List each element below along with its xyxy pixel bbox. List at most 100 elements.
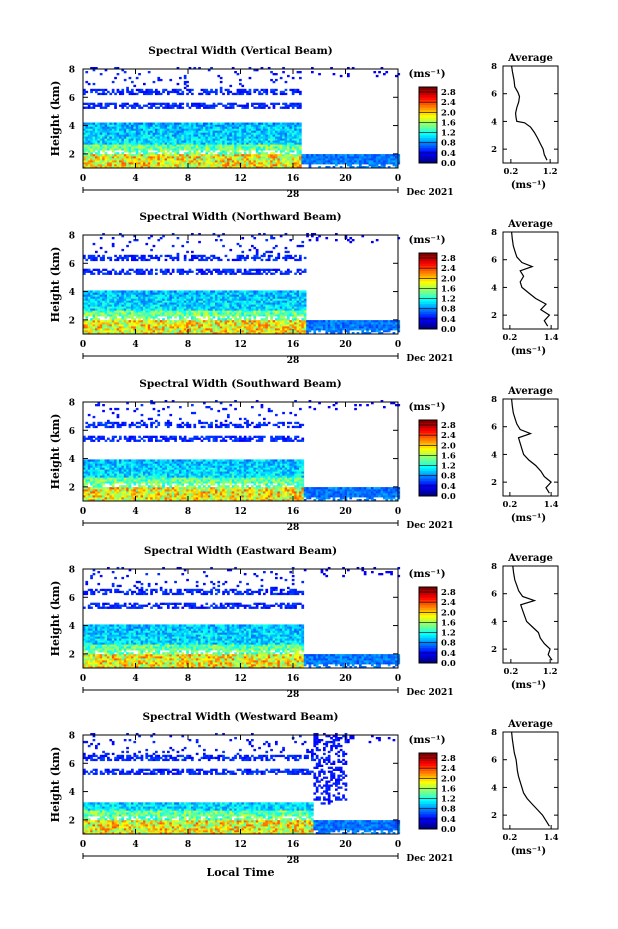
colorbar-tick-label: 2.8 [441, 754, 456, 764]
colorbar-swatch [419, 311, 437, 315]
x-tick-label: 4 [132, 174, 138, 184]
colorbar-swatch [419, 157, 437, 161]
date-label: Dec 2021 [406, 854, 453, 864]
x-tick-label: 8 [185, 840, 191, 850]
colorbar-swatch [419, 589, 437, 593]
colorbar-swatch [419, 803, 437, 807]
colorbar-tick-label: 2.8 [441, 588, 456, 598]
y-tick-label: 2 [69, 650, 75, 660]
colorbar-swatch [419, 619, 437, 623]
colorbar-swatch [419, 640, 437, 644]
average-title: Average [507, 386, 553, 397]
x-tick-label: 8 [185, 674, 191, 684]
y-axis-label: Height (km) [49, 747, 62, 823]
date-label: Dec 2021 [406, 354, 453, 364]
x-tick-label: 20 [339, 507, 352, 517]
colorbar-swatch [419, 657, 437, 661]
colorbar-swatch [419, 265, 437, 269]
colorbar-swatch [419, 625, 437, 628]
colorbar-tick-label: 1.6 [441, 118, 456, 128]
y-tick-label: 8 [69, 399, 75, 409]
colorbar-swatch [419, 765, 437, 769]
average-frame [502, 731, 559, 830]
x-tick-label: 0 [395, 840, 401, 850]
colorbar-swatch [419, 760, 437, 764]
colorbar-swatch [419, 465, 437, 469]
average-y-tick-label: 2 [491, 645, 497, 655]
average-y-tick-label: 2 [491, 478, 497, 488]
colorbar-swatch [419, 270, 437, 274]
x-tick-label: 12 [234, 174, 247, 184]
panel-title: Spectral Width (Eastward Beam) [144, 545, 337, 557]
colorbar-swatch [419, 770, 437, 774]
colorbar-swatch [419, 778, 437, 782]
colorbar-swatch [419, 622, 437, 626]
colorbar-swatch [419, 119, 437, 123]
colorbar-swatch [419, 303, 437, 307]
colorbar-tick-label: 1.6 [441, 784, 456, 794]
y-tick-label: 2 [69, 816, 75, 826]
colorbar-swatch [419, 285, 437, 289]
panel-1: Spectral Width (Vertical Beam) 2 4 6 8 Height… [49, 45, 559, 200]
colorbar-tick-label: 1.6 [441, 284, 456, 294]
colorbar-swatch [419, 140, 437, 144]
y-axis-label: Height (km) [49, 414, 62, 490]
average-x-tick-label: 0.2 [502, 833, 517, 843]
heatmap-cells [83, 67, 401, 169]
average-frame [502, 398, 559, 497]
colorbar-swatch [419, 422, 437, 426]
colorbar-tick-label: 0.0 [441, 825, 456, 835]
colorbar-tick-label: 0.8 [441, 139, 456, 149]
x-tick-label: 0 [80, 840, 86, 850]
colorbar-swatch [419, 420, 437, 423]
colorbar-unit: (ms⁻¹) [408, 401, 445, 413]
colorbar-swatch [419, 647, 437, 651]
colorbar-tick-label: 2.0 [441, 274, 456, 284]
panel-title: Spectral Width (Vertical Beam) [148, 45, 332, 57]
average-y-tick-label: 8 [491, 395, 497, 405]
average-y-tick-label: 4 [491, 783, 497, 793]
colorbar [419, 753, 437, 830]
average-x-tick-label: 0.2 [503, 667, 518, 677]
colorbar-swatch [419, 132, 437, 136]
colorbar-swatch [419, 445, 437, 449]
colorbar-tick-label: 0.0 [441, 325, 456, 335]
average-y-tick-label: 6 [491, 423, 497, 433]
colorbar-swatch [419, 150, 437, 154]
colorbar-swatch [419, 627, 437, 631]
colorbar-swatch [419, 437, 437, 441]
colorbar-tick-label: 2.8 [441, 88, 456, 98]
colorbar-swatch [419, 447, 437, 451]
y-tick-label: 2 [69, 150, 75, 160]
x-tick-label: 12 [234, 340, 247, 350]
colorbar-swatch [419, 442, 437, 446]
y-tick-label: 4 [69, 622, 75, 632]
colorbar-swatch [419, 117, 437, 121]
colorbar-swatch [419, 801, 437, 805]
average-frame [502, 231, 559, 330]
colorbar-tick-label: 2.4 [441, 98, 456, 108]
colorbar-swatch [419, 587, 437, 590]
colorbar [419, 587, 437, 664]
colorbar-swatch [419, 275, 437, 279]
colorbar-tick-label: 0.4 [441, 315, 456, 325]
average-y-tick-label: 2 [491, 811, 497, 821]
colorbar-swatch [419, 818, 437, 822]
colorbar-swatch [419, 450, 437, 454]
colorbar-swatch [419, 630, 437, 633]
colorbar-swatch [419, 104, 437, 108]
x-tick-label: 0 [80, 174, 86, 184]
colorbar-swatch [419, 793, 437, 797]
colorbar-swatch [419, 308, 437, 312]
average-y-tick-label: 2 [491, 145, 497, 155]
panel-4: Spectral Width (Eastward Beam) 2 4 6 8 Height… [49, 545, 559, 700]
colorbar-swatch [419, 440, 437, 444]
colorbar-tick-label: 2.0 [441, 608, 456, 618]
average-y-tick-label: 6 [491, 90, 497, 100]
average-title: Average [507, 719, 553, 730]
heatmap-cells [83, 233, 401, 335]
y-tick-label: 4 [69, 122, 75, 132]
y-tick-label: 8 [69, 566, 75, 576]
colorbar-swatch [419, 107, 437, 111]
